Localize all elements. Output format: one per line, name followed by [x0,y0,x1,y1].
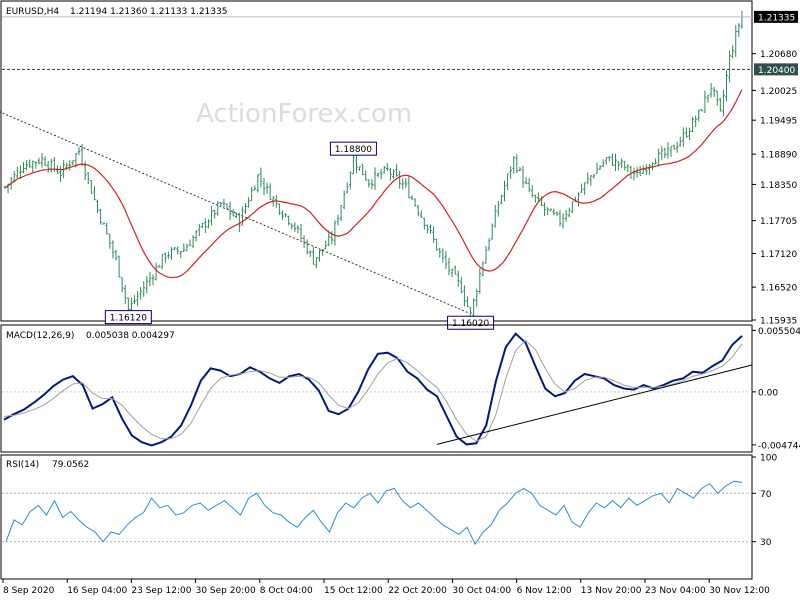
price-tick-label: 1.17705 [760,217,797,227]
x-tick-label: 30 Sep 20:00 [196,586,256,596]
rsi-line [5,480,743,546]
macd-trendline [436,364,753,445]
price-header-ohlc: 1.21194 1.21360 1.21133 1.21335 [70,7,227,17]
price-tag-box [754,63,798,76]
macd-header-name: MACD(12,26,9) [6,331,74,341]
x-tick-label: 30 Nov 12:00 [709,586,770,596]
x-tick-label: 6 Nov 12:00 [517,586,572,596]
x-tick-label: 15 Oct 12:00 [324,586,383,596]
rsi-tick-label: 70 [760,490,772,500]
price-axis: 1.21335 1.20680 1.20400 1.20025 1.19495 1.188… [752,10,798,327]
macd-tick-label: 0.005504 [758,327,800,337]
x-tick-label: 23 Sep 12:00 [131,586,191,596]
macd-axis: 0.005504 0.00 -0.004744 [752,327,800,451]
annotation-label: 1.16020 [452,319,489,329]
moving-average-line [4,89,743,279]
annotation-box [329,141,377,156]
price-tag-label: 1.20400 [758,66,795,76]
x-tick-label: 30 Oct 04:00 [452,586,511,596]
price-tick-label: 1.20025 [760,87,797,97]
annotation-label: 1.18800 [335,145,372,155]
price-header-symbol: EURUSD,H4 [6,7,59,17]
macd-frame [0,324,753,453]
x-tick-label: 22 Oct 20:00 [388,586,447,596]
rsi-header-value: 79.0562 [52,460,89,470]
annotation-box [104,310,152,325]
price-panel: ActionForex.com EURUSD,H4 1.21194 1.2136… [0,0,798,330]
x-tick-label: 23 Nov 04:00 [645,586,706,596]
macd-tick-label: 0.00 [758,388,778,398]
rsi-tick-label: 100 [760,454,777,464]
macd-tick-label: -0.004744 [758,441,800,451]
price-tick-label: 1.20680 [760,50,797,60]
price-levels [2,16,752,70]
x-tick-label: 13 Nov 20:00 [581,586,642,596]
price-tag-box [754,10,798,23]
price-trendline [0,111,468,313]
annotation-box [447,315,495,330]
price-tag-label: 1.21335 [758,13,795,23]
rsi-lines [2,480,752,546]
x-tick-label: 8 Oct 04:00 [260,586,313,596]
price-trendline-line [0,111,468,313]
price-tick-label: 1.18890 [760,151,797,161]
rsi-tick-label: 30 [760,538,772,548]
macd-lines [2,332,753,447]
macd-line [3,332,743,447]
x-tick-label: 16 Sep 04:00 [67,586,127,596]
price-moving-average [4,89,743,279]
price-tick-label: 1.15935 [760,317,797,327]
x-axis: 8 Sep 2020 16 Sep 04:00 23 Sep 12:00 30 Sep… [2,579,770,596]
price-tick-label: 1.17120 [760,250,797,260]
rsi-panel: RSI(14) 79.0562 100 70 30 [0,454,777,580]
price-bars [3,10,744,320]
price-tick-label: 1.18350 [760,181,797,191]
rsi-axis: 100 70 30 [752,454,777,548]
price-tick-label: 1.19495 [760,117,797,127]
price-frame [0,0,753,322]
x-tick-label: 8 Sep 2020 [3,586,55,596]
watermark: ActionForex.com [196,99,412,129]
price-annotations: 1.16120 1.18800 1.16020 [104,141,495,330]
rsi-header-name: RSI(14) [6,460,39,470]
macd-panel: MACD(12,26,9) 0.005038 0.004297 0.005504… [0,324,800,453]
price-tick-label: 1.16520 [760,284,797,294]
annotation-label: 1.16120 [110,314,147,324]
signal-line [3,339,743,442]
macd-header-values: 0.005038 0.004297 [86,331,175,341]
rsi-frame [0,454,753,580]
